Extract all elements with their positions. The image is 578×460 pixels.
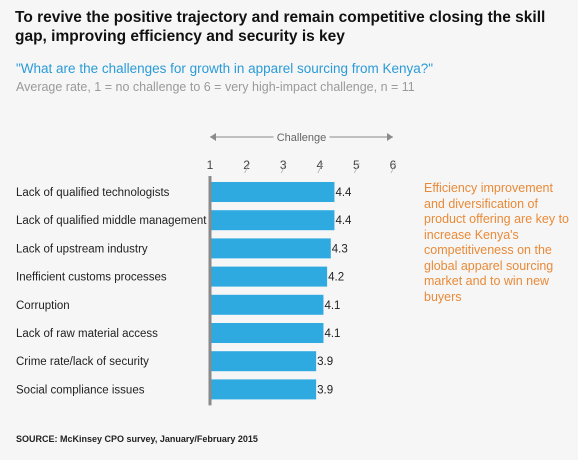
value-label: 3.9 xyxy=(317,356,333,368)
category-label: Lack of qualified technologists xyxy=(16,187,170,199)
x-tick-label: 6 xyxy=(390,158,397,172)
bar xyxy=(210,351,317,372)
bar xyxy=(210,182,335,202)
bar xyxy=(210,379,317,400)
category-label: Crime rate/lack of security xyxy=(16,356,149,368)
x-tick-label: 1 xyxy=(207,158,214,172)
chart-subtitle: Average rate, 1 = no challenge to 6 = ve… xyxy=(16,80,415,94)
x-tick-label: 4 xyxy=(316,158,323,172)
chart-title: To revive the positive trajectory and re… xyxy=(15,9,546,45)
bar xyxy=(210,210,335,231)
value-label: 3.9 xyxy=(317,384,333,396)
value-label: 4.4 xyxy=(335,187,352,199)
axis-label: Challenge xyxy=(277,132,327,144)
axis-bracket-right-arrow xyxy=(387,133,393,141)
bar-chart: Challenge 1 2 3 4 5 6 Lack of qualified technol… xyxy=(16,130,397,406)
survey-question: "What are the challenges for growth in a… xyxy=(16,61,434,76)
category-label: Lack of upstream industry xyxy=(16,243,148,255)
value-label: 4.1 xyxy=(324,328,340,340)
source-note: SOURCE: McKinsey CPO survey, January/Feb… xyxy=(16,434,258,444)
x-tick-mark xyxy=(280,162,287,174)
value-label: 4.1 xyxy=(324,300,340,312)
x-tick-label: 3 xyxy=(280,158,287,172)
x-tick-label: 5 xyxy=(353,158,360,172)
value-label: 4.4 xyxy=(335,215,352,227)
callout-text: Efficiency improvement and diversificati… xyxy=(424,181,569,304)
axis-bracket-left-arrow xyxy=(210,133,216,141)
x-tick-mark xyxy=(390,162,397,174)
bar xyxy=(210,294,324,315)
bar xyxy=(210,323,324,343)
category-label: Inefficient customs processes xyxy=(16,272,167,284)
category-label: Corruption xyxy=(16,300,70,312)
category-label: Lack of raw material access xyxy=(16,328,158,340)
category-label: Social compliance issues xyxy=(16,384,145,396)
bar xyxy=(210,266,328,287)
x-tick-mark xyxy=(244,162,250,174)
x-tick-mark xyxy=(354,162,360,174)
bar xyxy=(210,238,331,259)
value-label: 4.2 xyxy=(328,272,344,284)
value-label: 4.3 xyxy=(332,243,348,255)
x-tick-mark xyxy=(317,162,324,174)
category-label: Lack of qualified middle management xyxy=(16,215,207,227)
axis-label-bg xyxy=(273,130,330,144)
x-tick-label: 2 xyxy=(243,158,250,172)
